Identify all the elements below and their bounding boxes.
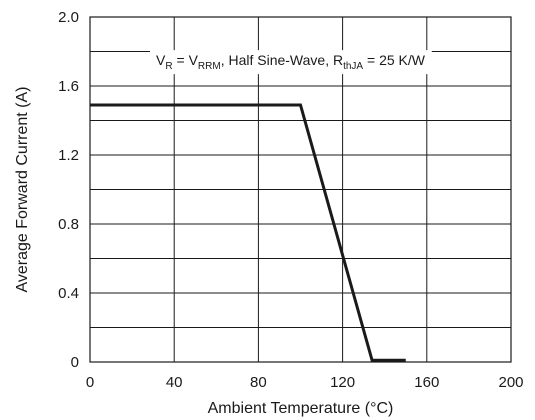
plot-frame bbox=[89, 16, 512, 363]
x-axis-label: Ambient Temperature (°C) bbox=[208, 400, 394, 417]
x-tick-label: 40 bbox=[166, 374, 183, 391]
annotation-subscript: R bbox=[165, 61, 172, 72]
y-tick-label: 0.8 bbox=[58, 216, 79, 233]
x-tick-label: 80 bbox=[250, 374, 267, 391]
x-tick-label: 200 bbox=[498, 374, 523, 391]
x-tick-label: 160 bbox=[414, 374, 439, 391]
y-axis-ticks: 0 0.4 0.8 1.2 1.6 2.0 bbox=[58, 9, 79, 371]
y-tick-label: 2.0 bbox=[58, 9, 79, 26]
x-axis-ticks: 0 40 80 120 160 200 bbox=[86, 374, 524, 391]
annotation-text: = V bbox=[173, 52, 199, 68]
y-tick-label: 0 bbox=[71, 354, 79, 371]
y-tick-label: 0.4 bbox=[58, 285, 79, 302]
annotation-text: = 25 K/W bbox=[363, 52, 426, 68]
annotation-text: V bbox=[156, 52, 166, 68]
y-tick-label: 1.6 bbox=[58, 78, 79, 95]
annotation-text: , Half Sine-Wave, R bbox=[221, 52, 343, 68]
chart-annotation: VR = VRRM, Half Sine-Wave, RthJA = 25 K/… bbox=[156, 52, 426, 72]
y-tick-label: 1.2 bbox=[58, 147, 79, 164]
series-layer bbox=[90, 103, 406, 362]
x-tick-label: 120 bbox=[330, 374, 355, 391]
y-axis-label: Average Forward Current (A) bbox=[14, 87, 31, 293]
annotation-subscript: RRM bbox=[198, 61, 221, 72]
annotation-background bbox=[150, 50, 432, 75]
derating-curve bbox=[90, 103, 406, 362]
annotation-subscript: thJA bbox=[343, 61, 363, 72]
x-tick-label: 0 bbox=[86, 374, 94, 391]
